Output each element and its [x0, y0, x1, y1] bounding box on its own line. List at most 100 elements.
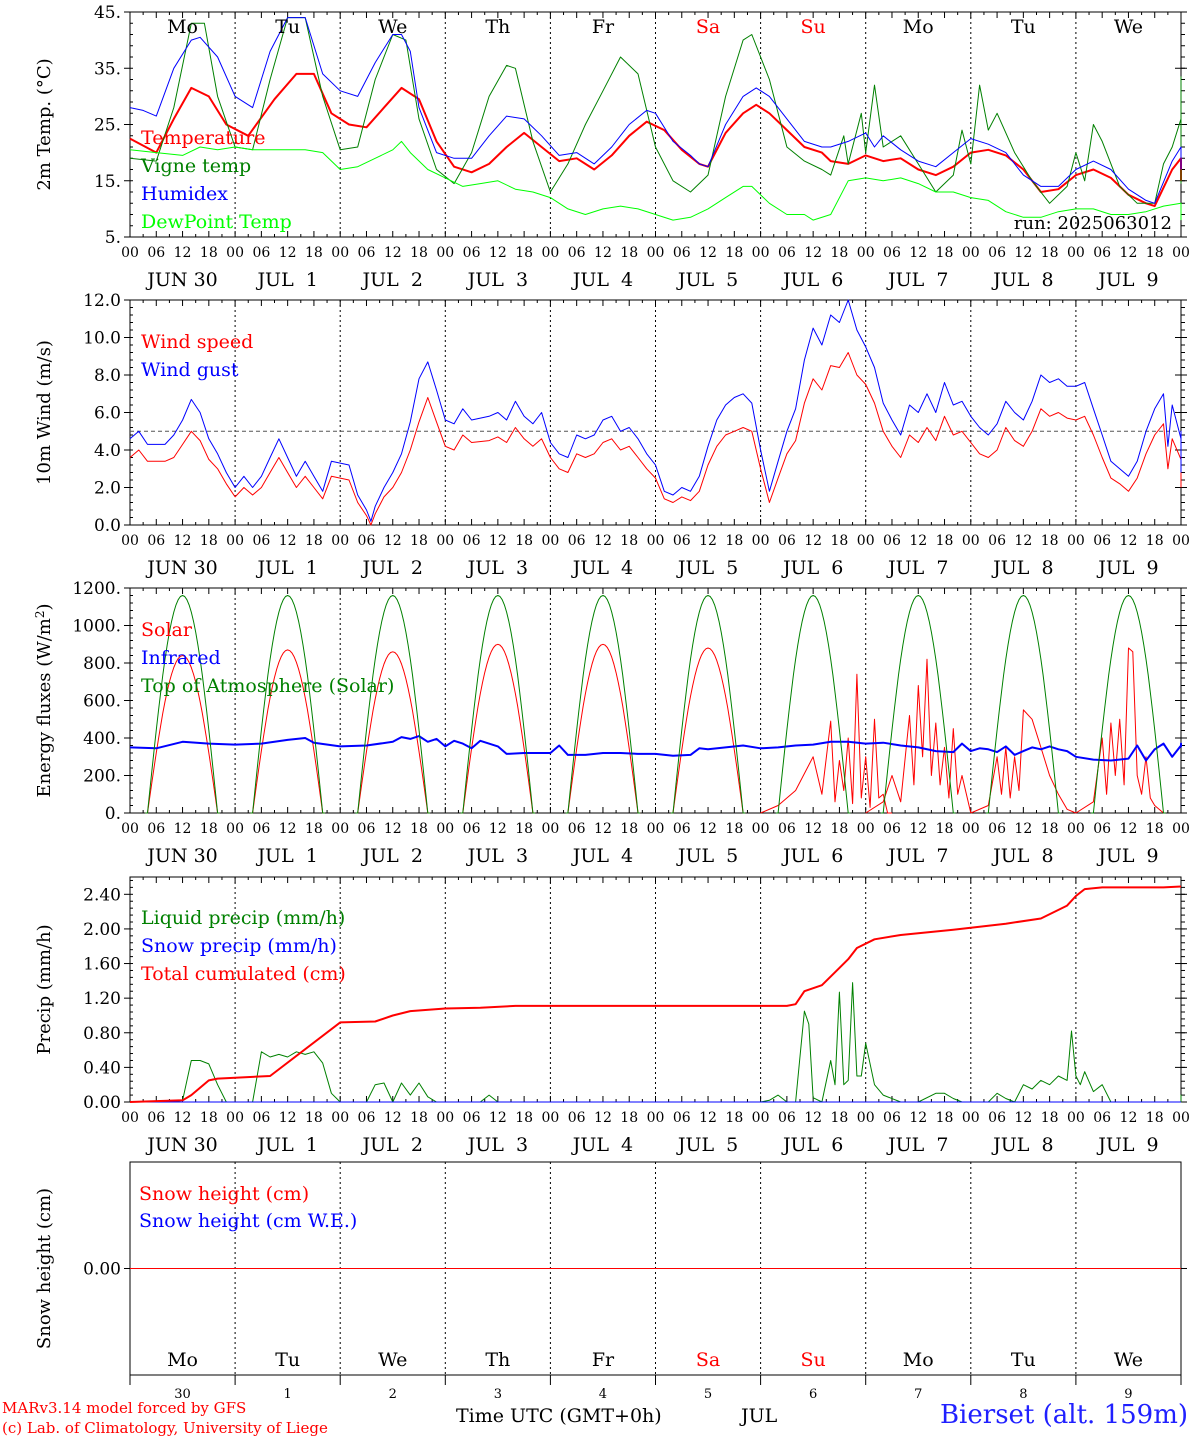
hour-label: 06 [568, 245, 586, 261]
hour-label: 18 [936, 821, 954, 837]
series-line-top-of-atmosphere-solar- [775, 595, 851, 814]
bottom-day-number: 5 [704, 1387, 712, 1402]
hour-label: 06 [147, 1110, 165, 1126]
day-name-label: Th [485, 16, 510, 38]
series-line-liquid-precip-mm-h- [130, 982, 1182, 1103]
y-tick-label: 0.40 [83, 1058, 121, 1078]
legend-entry: Temperature [141, 127, 265, 149]
series-line-top-of-atmosphere-solar- [460, 595, 536, 814]
hour-label: 18 [515, 821, 533, 837]
day-name-label: Sa [696, 16, 720, 38]
hour-label: 12 [279, 1110, 297, 1126]
series-line-top-of-atmosphere-solar- [565, 595, 641, 814]
y-tick-label: 1000. [72, 617, 121, 637]
series-line-solar [355, 651, 430, 814]
hour-label: 00 [857, 1110, 875, 1126]
date-label: JUL 7 [886, 557, 948, 579]
hour-label: 18 [725, 245, 743, 261]
hour-label: 18 [1146, 245, 1164, 261]
y-axis-label-part: Energy fluxes (W/m [34, 618, 55, 797]
y-tick-label: 600. [83, 692, 121, 712]
legend-entry: Snow height (cm W.E.) [139, 1210, 357, 1232]
hour-label: 06 [883, 1110, 901, 1126]
hour-label: 00 [962, 821, 980, 837]
hour-label: 12 [1014, 1110, 1032, 1126]
hour-label: 06 [568, 1110, 586, 1126]
hour-label: 00 [647, 821, 665, 837]
y-tick-label: 400. [83, 729, 121, 749]
hour-label: 06 [147, 245, 165, 261]
hour-label: 12 [594, 821, 612, 837]
hour-label: 18 [515, 1110, 533, 1126]
hour-label: 12 [489, 245, 507, 261]
date-label: JUL 6 [781, 845, 843, 867]
hour-label: 18 [620, 533, 638, 549]
y-tick-label: 0.80 [83, 1024, 121, 1044]
y-tick-label: 6.0 [94, 404, 121, 424]
hour-label: 18 [1041, 821, 1059, 837]
hour-label: 06 [778, 1110, 796, 1126]
y-tick-label: 25. [94, 116, 121, 136]
date-label: JUL 5 [676, 269, 738, 291]
hour-label: 12 [909, 533, 927, 549]
hour-label: 12 [174, 1110, 192, 1126]
hour-label: 12 [174, 821, 192, 837]
date-label: JUL 2 [361, 557, 423, 579]
bottom-day-number: 6 [809, 1387, 817, 1402]
bottom-day-name: Mo [167, 1349, 198, 1371]
hour-label: 12 [1014, 533, 1032, 549]
bottom-day-name: Th [485, 1349, 510, 1371]
date-label: JUL 6 [781, 557, 843, 579]
series-line-solar [565, 643, 641, 814]
legend-entry: Top of Atmosphere (Solar) [141, 675, 394, 697]
hour-label: 00 [962, 245, 980, 261]
hour-label: 12 [1120, 533, 1138, 549]
panel-4 [124, 876, 1187, 1103]
hour-label: 06 [883, 533, 901, 549]
bottom-day-number: 30 [174, 1387, 191, 1402]
hour-label: 12 [1014, 821, 1032, 837]
day-name-label: Tu [275, 16, 300, 38]
date-label: JUL 7 [886, 845, 948, 867]
series-line-solar [760, 673, 892, 814]
series-line-wind-gust [129, 299, 1182, 522]
hour-label: 18 [1146, 533, 1164, 549]
hour-label: 00 [647, 533, 665, 549]
y-tick-label: 1200. [72, 579, 121, 599]
legend-entry: Infrared [141, 647, 221, 669]
bottom-day-name: Tu [1011, 1349, 1036, 1371]
hour-label: 12 [1014, 245, 1032, 261]
hour-label: 00 [436, 1110, 454, 1126]
hour-label: 00 [226, 1110, 244, 1126]
hour-label: 12 [279, 245, 297, 261]
y-tick-label: 1.60 [83, 955, 121, 975]
series-line-solar [970, 709, 1077, 814]
series-line-wind-speed [129, 352, 1182, 526]
hour-label: 06 [673, 821, 691, 837]
date-label: JUN 30 [145, 557, 217, 579]
date-label: JUL 9 [1096, 845, 1158, 867]
hour-label: 00 [857, 245, 875, 261]
hour-label: 06 [463, 533, 481, 549]
hour-label: 06 [883, 245, 901, 261]
hour-label: 18 [1041, 245, 1059, 261]
hour-label: 12 [174, 245, 192, 261]
y-tick-label: 45. [94, 3, 121, 23]
bottom-day-name: Mo [903, 1349, 934, 1371]
bottom-day-name: Su [801, 1349, 826, 1371]
date-label: JUL 4 [571, 557, 633, 579]
hour-label: 00 [121, 1110, 139, 1126]
hour-label: 00 [752, 821, 770, 837]
hour-label: 12 [804, 533, 822, 549]
model-credit: MARv3.14 model forced by GFS [2, 1399, 247, 1417]
hour-label: 00 [541, 245, 559, 261]
day-name-label: Mo [167, 16, 198, 38]
hour-label: 18 [725, 1110, 743, 1126]
hour-label: 18 [200, 1110, 218, 1126]
hour-label: 18 [620, 245, 638, 261]
hour-label: 18 [936, 245, 954, 261]
legend-entry: Snow height (cm) [139, 1183, 309, 1205]
date-label: JUL 7 [886, 269, 948, 291]
hour-label: 06 [147, 533, 165, 549]
